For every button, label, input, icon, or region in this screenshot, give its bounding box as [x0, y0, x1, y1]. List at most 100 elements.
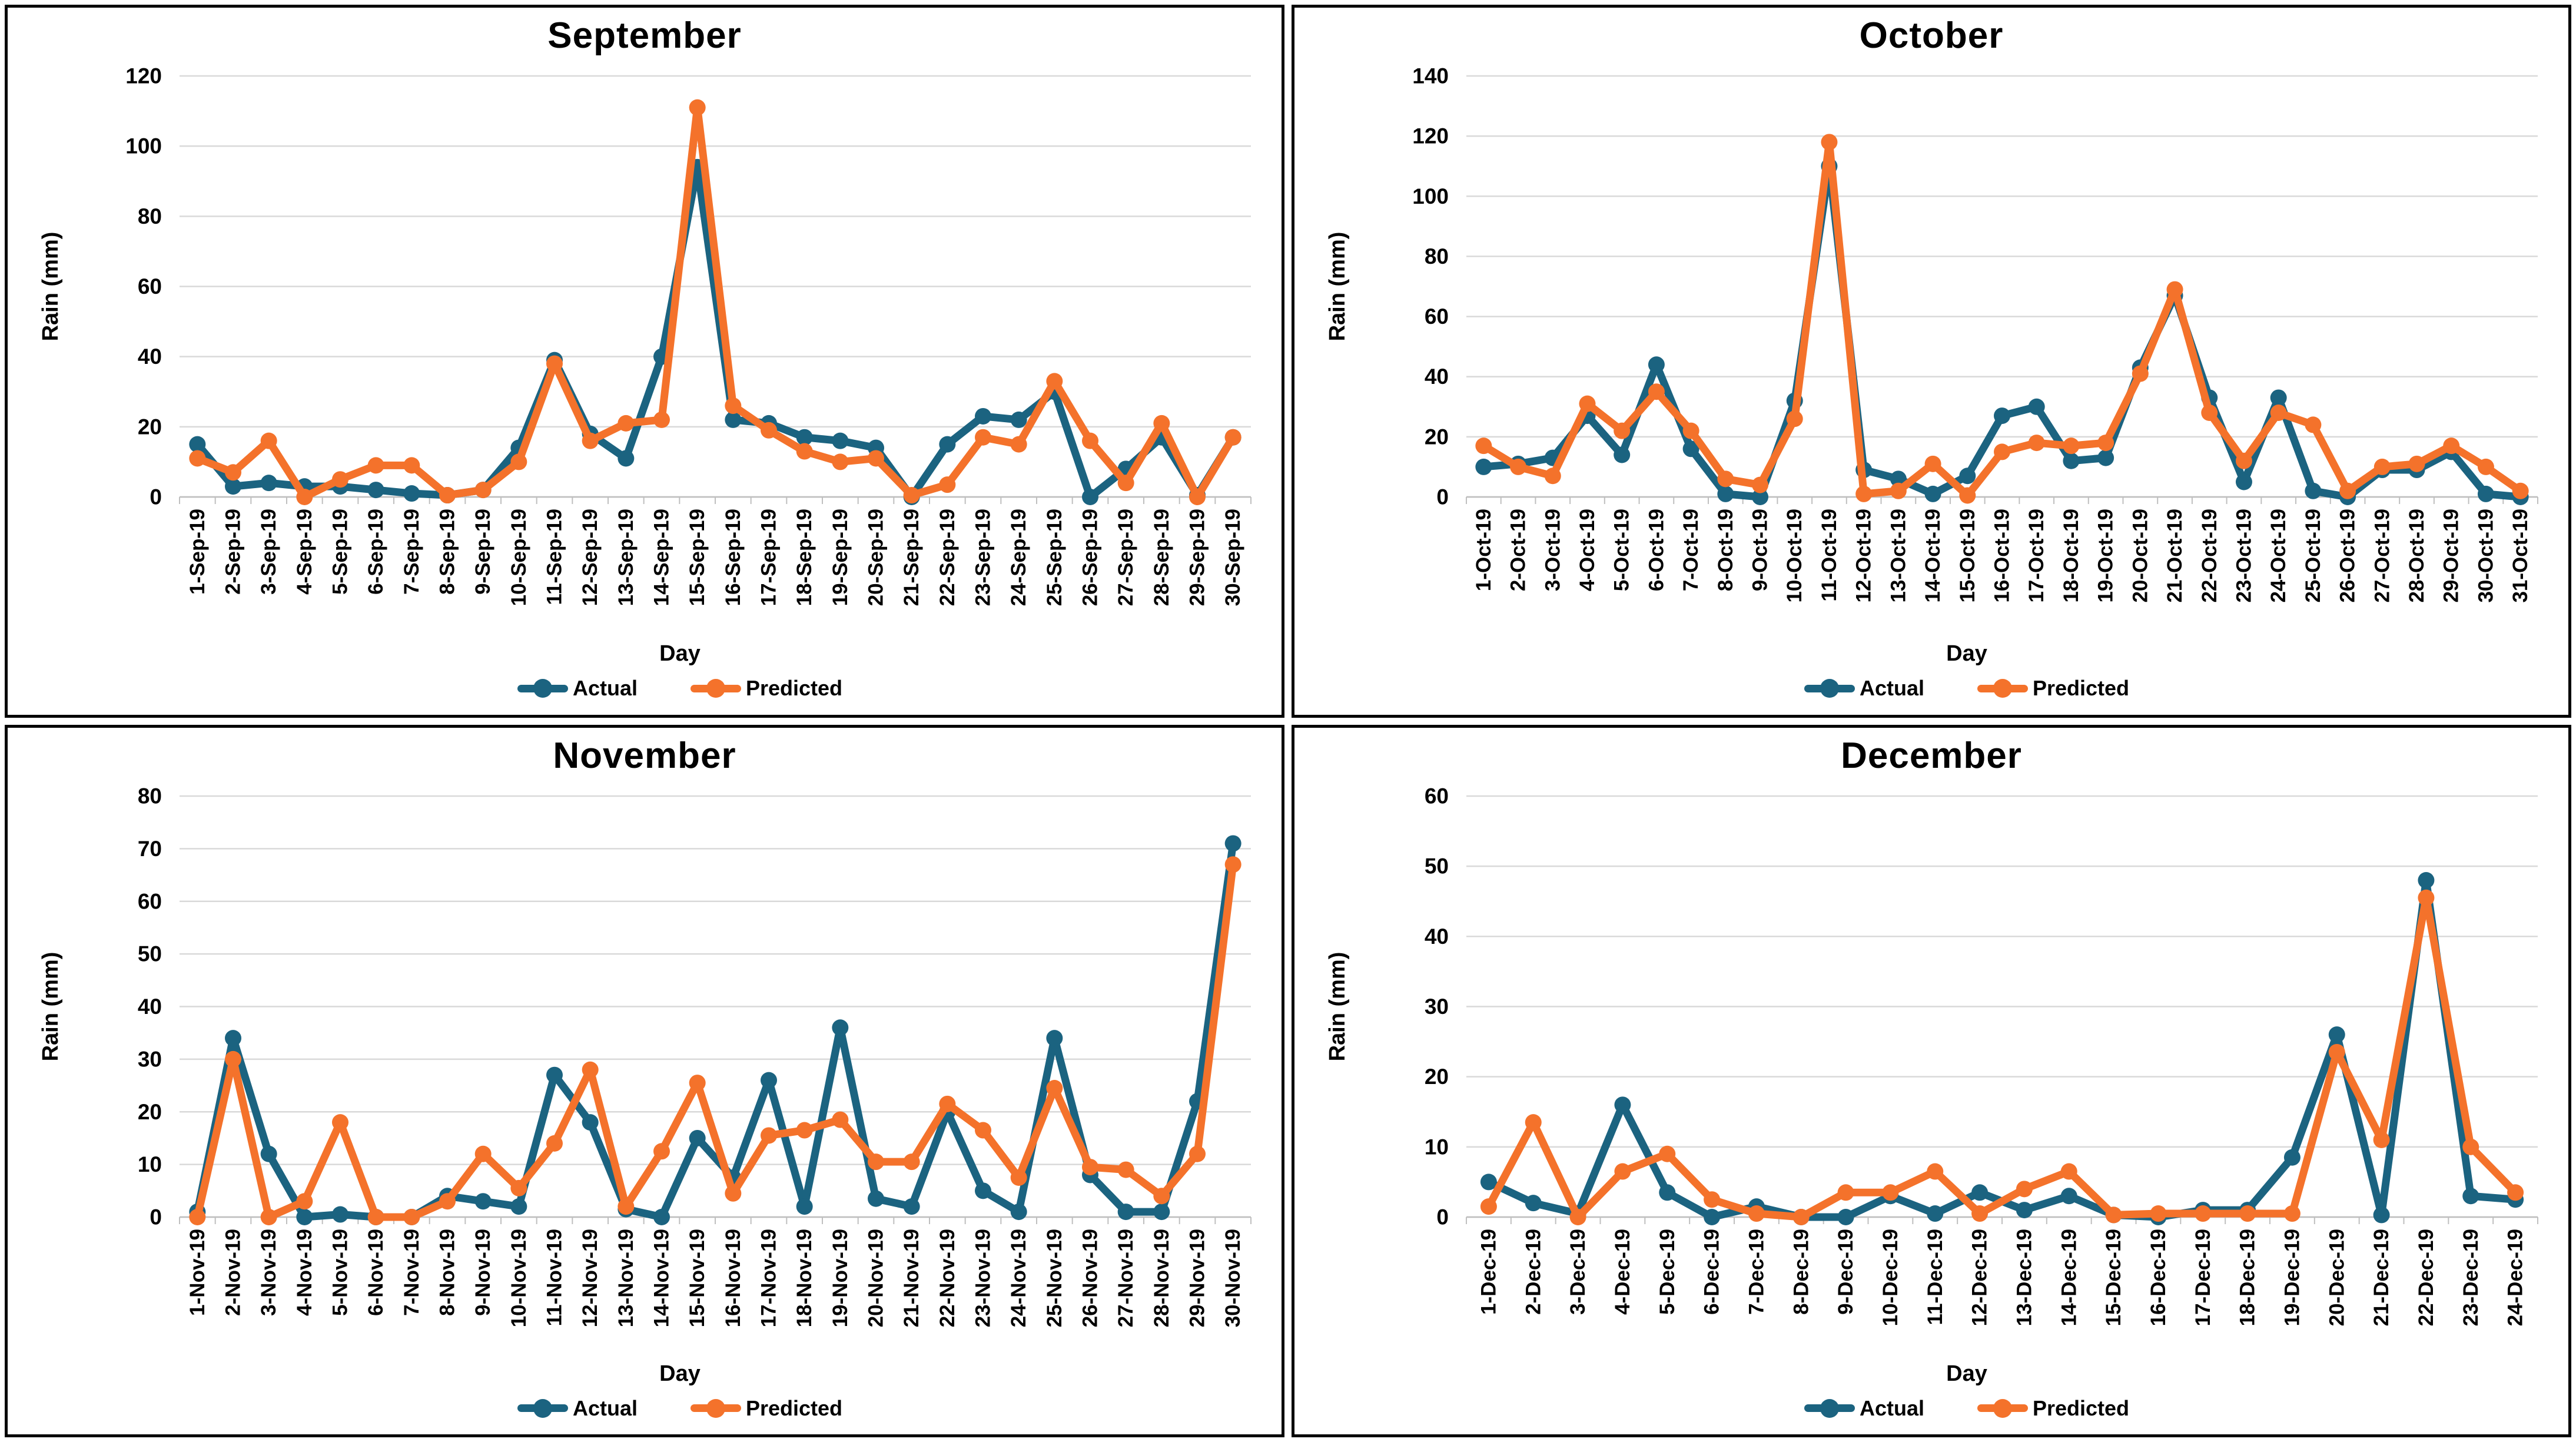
actual-data-point: [2418, 871, 2435, 889]
x-tick-label: 20-Oct-19: [2129, 509, 2152, 603]
x-tick-label: 23-Dec-19: [2459, 1229, 2482, 1326]
predicted-series: [189, 856, 1241, 1225]
y-tick-label: 0: [1436, 1205, 1449, 1229]
x-tick-label: 15-Nov-19: [686, 1229, 709, 1327]
x-tick-label: 27-Nov-19: [1114, 1229, 1137, 1327]
actual-data-point: [1659, 1184, 1676, 1201]
x-tick-label: 24-Nov-19: [1007, 1229, 1030, 1327]
x-tick-label: 27-Oct-19: [2371, 509, 2394, 603]
actual-data-point: [1648, 356, 1665, 373]
legend: Actual Predicted: [517, 676, 842, 701]
actual-data-point: [403, 485, 420, 502]
predicted-data-point: [1971, 1205, 1989, 1222]
x-tick-label: 1-Dec-19: [1477, 1229, 1500, 1315]
predicted-data-point: [796, 443, 813, 460]
actual-data-point: [2097, 449, 2114, 466]
predicted-data-point: [260, 432, 277, 449]
predicted-marker-dot: [1993, 679, 2012, 698]
legend-item-actual: Actual: [1804, 1396, 1924, 1421]
actual-data-point: [546, 1066, 563, 1083]
predicted-data-point: [1994, 443, 2010, 460]
predicted-data-point: [403, 1208, 420, 1225]
x-tick-label: 9-Nov-19: [472, 1229, 494, 1316]
predicted-data-point: [2373, 1131, 2390, 1148]
actual-data-point: [1046, 1029, 1063, 1046]
actual-data-point: [2462, 1187, 2479, 1204]
y-tick-label: 0: [1436, 485, 1449, 509]
actual-data-point: [260, 475, 277, 492]
predicted-data-point: [2373, 459, 2391, 476]
predicted-data-point: [1579, 395, 1596, 412]
actual-series-swatch: [517, 1398, 568, 1418]
x-tick-label: 18-Oct-19: [2060, 509, 2083, 603]
x-tick-label: 13-Sep-19: [615, 509, 638, 606]
actual-data-point: [2283, 1149, 2301, 1166]
actual-data-point: [367, 482, 384, 499]
y-tick-label: 40: [1425, 364, 1449, 389]
predicted-marker-dot: [706, 679, 725, 698]
x-tick-label: 19-Nov-19: [829, 1229, 852, 1327]
predicted-data-point: [2097, 435, 2114, 452]
actual-data-point: [1480, 1174, 1497, 1191]
x-tick-label: 7-Oct-19: [1679, 509, 1702, 591]
x-tick-label: 1-Sep-19: [186, 509, 209, 595]
y-tick-label: 100: [1412, 184, 1449, 208]
actual-data-point: [832, 1019, 849, 1036]
x-tick-label: 16-Nov-19: [722, 1229, 745, 1327]
actual-data-point: [1994, 407, 2010, 425]
x-tick-label: 2-Sep-19: [222, 509, 245, 595]
predicted-data-point: [653, 412, 670, 429]
x-tick-label: 13-Nov-19: [615, 1229, 638, 1327]
predicted-data-point: [474, 1145, 492, 1162]
x-tick-label: 10-Dec-19: [1879, 1229, 1902, 1326]
x-axis-title: Day: [1946, 1361, 1987, 1386]
actual-data-point: [725, 412, 742, 429]
gridlines: [180, 75, 1251, 498]
actual-data-point: [2016, 1201, 2033, 1218]
predicted-line: [1485, 893, 2519, 1221]
chart-canvas-october: 0 20 40 60 80 100 120 140 1-Oct-19 2-Oct-19 3-Oct-…: [1325, 64, 2538, 603]
predicted-data-point: [2443, 437, 2460, 455]
predicted-data-point: [2512, 482, 2529, 499]
actual-data-point: [1682, 440, 1699, 458]
predicted-data-point: [546, 355, 563, 372]
chart-canvas-november: 0 10 20 30 40 50 60 70 80 1-Nov-19 2-Nov-19 3-Nov-1…: [38, 784, 1252, 1327]
panel-september: September 0 20 40 60 80 100 120 1-Sep-19 2-Sep-1…: [5, 5, 1284, 718]
predicted-data-point: [474, 482, 492, 499]
actual-data-point: [761, 1072, 777, 1089]
predicted-data-point: [1882, 1184, 1899, 1201]
x-tick-label: 6-Sep-19: [364, 509, 387, 595]
actual-data-point: [260, 1145, 277, 1162]
x-tick-label: 17-Oct-19: [2025, 509, 2048, 603]
predicted-series: [1475, 134, 2529, 504]
predicted-line: [193, 860, 1237, 1221]
predicted-data-point: [1704, 1191, 1721, 1208]
legend-label-actual: Actual: [572, 1395, 638, 1420]
predicted-marker-dot: [706, 1398, 725, 1418]
y-tick-label: 80: [138, 784, 162, 808]
y-tick-label: 50: [1425, 854, 1449, 878]
x-tick-label: 5-Oct-19: [1611, 509, 1634, 591]
predicted-data-point: [296, 1192, 313, 1209]
y-tick-label: 140: [1412, 64, 1449, 88]
x-tick-label: 20-Nov-19: [865, 1229, 888, 1327]
predicted-data-point: [510, 453, 527, 470]
predicted-data-point: [868, 450, 884, 467]
x-tick-label: 12-Dec-19: [1968, 1229, 1991, 1326]
predicted-data-point: [546, 1135, 563, 1152]
predicted-data-point: [225, 464, 241, 481]
predicted-series: [1480, 889, 2524, 1225]
legend-item-actual: Actual: [517, 676, 638, 701]
predicted-data-point: [903, 1153, 920, 1170]
x-tick-label: 16-Dec-19: [2147, 1229, 2170, 1326]
panel-november: November 0 10 20 30 40 50 60 70 80 1-Nov-19 2-Nov-…: [5, 724, 1284, 1437]
predicted-data-point: [761, 422, 777, 439]
x-tick-label: 1-Nov-19: [186, 1229, 209, 1316]
chart-title-december: December: [1841, 735, 2022, 776]
predicted-data-point: [1924, 456, 1941, 473]
predicted-data-point: [2060, 1163, 2077, 1180]
x-tick-label: 9-Dec-19: [1834, 1229, 1857, 1315]
actual-data-point: [1224, 835, 1241, 852]
x-tick-label: 1-Oct-19: [1472, 509, 1495, 591]
y-tick-label: 40: [138, 344, 162, 369]
